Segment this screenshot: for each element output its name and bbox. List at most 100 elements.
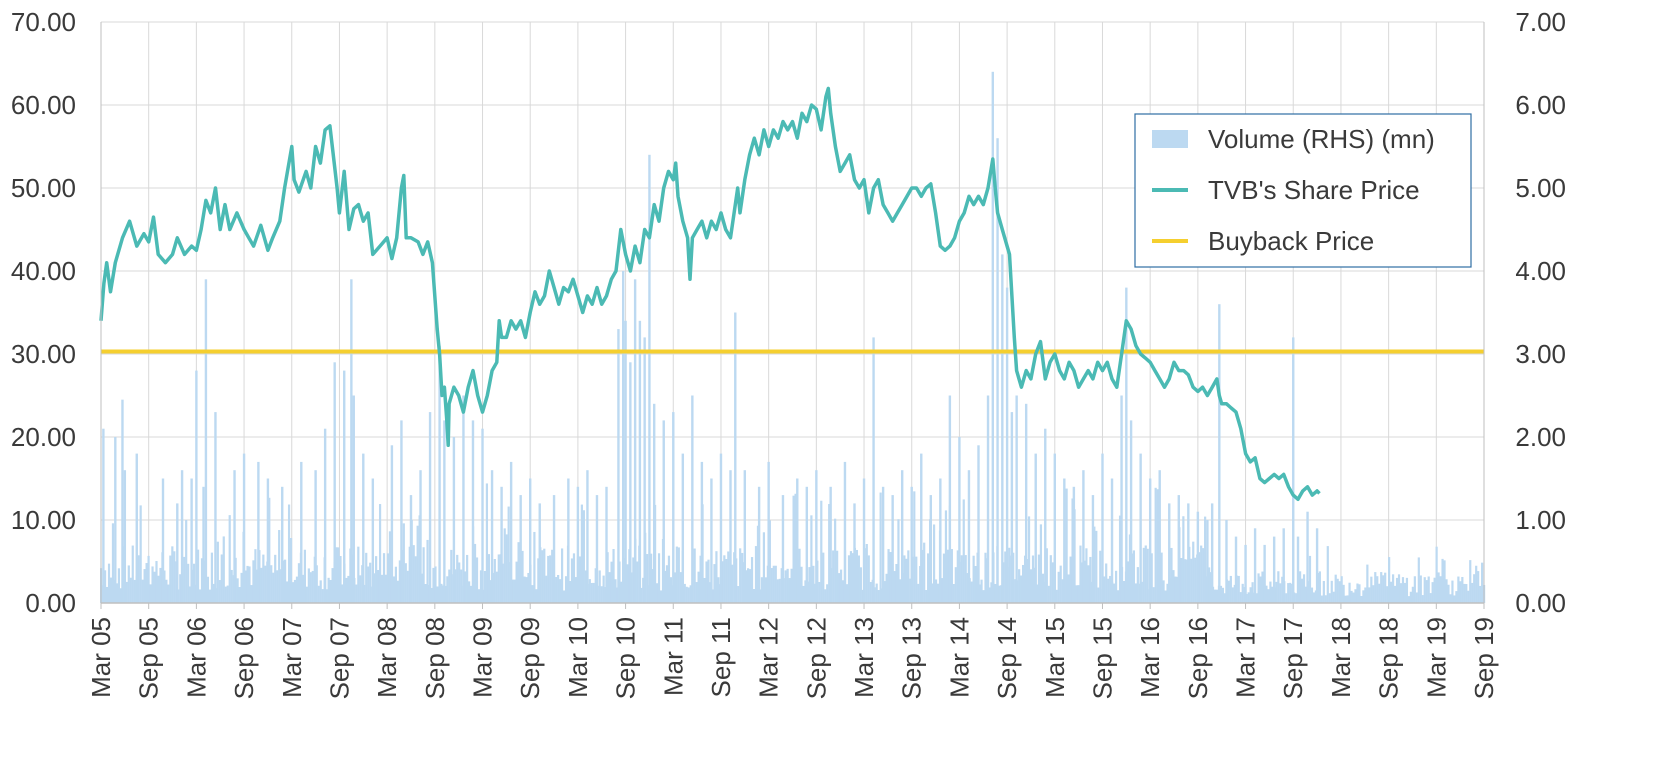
volume-bar [1202, 548, 1205, 603]
volume-bar [693, 548, 696, 603]
volume-bar [610, 561, 613, 603]
volume-bar [424, 584, 427, 603]
volume-bar [307, 568, 310, 603]
y2-tick-label: 7.00 [1515, 7, 1566, 37]
volume-bar [643, 337, 646, 603]
volume-bar [428, 412, 432, 603]
volume-bar [102, 428, 105, 603]
volume-bar [167, 584, 170, 603]
volume-bar [834, 518, 837, 603]
volume-bar [115, 583, 119, 603]
volume-bar [1120, 395, 1123, 603]
volume-bar [723, 555, 726, 603]
volume-bar [1148, 478, 1152, 603]
volume-bar [1180, 557, 1183, 603]
volume-bar [829, 486, 832, 603]
volume-bar [1172, 570, 1175, 603]
volume-bar [780, 568, 783, 603]
volume-bar [281, 486, 284, 603]
volume-bar [139, 505, 142, 603]
x-tick-label: Sep 11 [706, 617, 736, 697]
volume-bar [481, 428, 484, 603]
volume-bar [590, 582, 593, 603]
volume-bar [117, 568, 121, 603]
volume-bar [862, 478, 866, 603]
volume-bar [515, 561, 518, 603]
volume-bar [1031, 555, 1035, 603]
volume-bar [511, 579, 514, 603]
volume-bar [1423, 577, 1426, 603]
volume-bar [1449, 594, 1452, 603]
volume-bar [301, 574, 305, 603]
volume-bar [824, 589, 827, 603]
volume-bar [1233, 584, 1236, 603]
volume-bar [815, 470, 818, 603]
x-tick-label: Mar 09 [468, 617, 498, 698]
x-tick-label: Sep 12 [801, 617, 831, 699]
volume-bar [1372, 585, 1375, 603]
y-tick-label: 60.00 [11, 90, 76, 120]
volume-bar [1292, 337, 1295, 603]
volume-bar [1370, 576, 1373, 603]
volume-bar [576, 486, 580, 603]
volume-bar [1295, 593, 1298, 603]
volume-bar [1077, 585, 1080, 603]
volume-bar [1055, 589, 1058, 603]
y2-tick-label: 1.00 [1515, 505, 1566, 535]
volume-bar [626, 564, 629, 603]
volume-bar [748, 569, 752, 603]
volume-bar [355, 584, 358, 603]
volume-bar [456, 554, 459, 603]
volume-bar [624, 320, 627, 603]
volume-bar [1324, 595, 1327, 603]
y-tick-label: 50.00 [11, 173, 76, 203]
volume-bar [497, 554, 500, 603]
legend-swatch-box [1152, 130, 1188, 148]
volume-bar [192, 563, 196, 603]
volume-bar [867, 555, 870, 603]
volume-bar [988, 587, 991, 603]
volume-bar [1082, 470, 1085, 603]
volume-bar [1194, 557, 1197, 603]
volume-bar [359, 575, 362, 603]
volume-bar [659, 590, 663, 603]
volume-bar [295, 576, 299, 603]
volume-bar [822, 552, 825, 603]
volume-bar [147, 555, 150, 603]
volume-bar [1047, 585, 1050, 603]
volume-bar [598, 570, 601, 603]
x-tick-label: Mar 13 [849, 617, 879, 698]
volume-bar [165, 579, 168, 603]
volume-bar [1395, 577, 1399, 603]
volume-bar [1027, 516, 1031, 603]
volume-bar [257, 461, 260, 603]
x-tick-label: Sep 07 [324, 617, 354, 699]
volume-bar [250, 585, 253, 603]
volume-bar [774, 565, 777, 603]
volume-bar [149, 584, 152, 603]
volume-bar [1022, 564, 1025, 603]
volume-bar [551, 549, 554, 603]
volume-bar [1034, 453, 1037, 603]
y-tick-label: 30.00 [11, 339, 76, 369]
volume-bar [1401, 577, 1405, 603]
volume-bar [620, 581, 623, 603]
volume-bar [710, 478, 713, 603]
volume-bar [1253, 528, 1257, 603]
volume-bar [1139, 453, 1142, 603]
volume-bar [1272, 536, 1276, 603]
volume-bar [1029, 569, 1033, 603]
volume-bar [329, 579, 332, 603]
volume-bar [893, 571, 896, 603]
volume-bar [339, 556, 342, 603]
volume-bar [1352, 592, 1355, 603]
volume-bar [323, 428, 327, 603]
volume-bar [137, 555, 140, 603]
volume-bar [493, 559, 496, 603]
volume-bar [236, 578, 239, 603]
volume-bar [885, 573, 888, 603]
volume-bar [440, 583, 443, 603]
volume-bar [940, 578, 944, 603]
volume-bar [1304, 586, 1308, 603]
volume-bar [859, 567, 862, 603]
